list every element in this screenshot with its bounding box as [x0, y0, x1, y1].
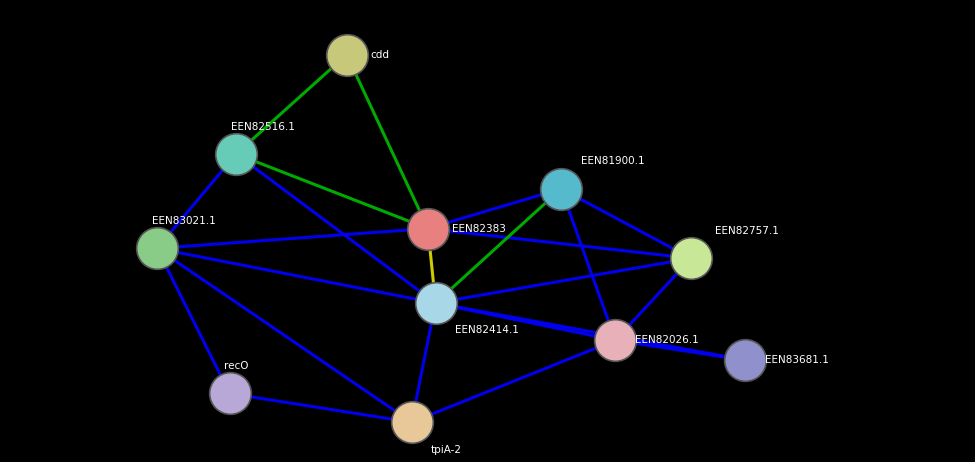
Point	[228, 150, 244, 158]
Point	[222, 390, 238, 397]
Point	[404, 419, 419, 426]
Point	[607, 337, 623, 344]
Text: EEN81900.1: EEN81900.1	[581, 157, 644, 166]
Point	[149, 245, 165, 252]
Point	[554, 185, 569, 193]
Text: EEN82414.1: EEN82414.1	[455, 325, 519, 335]
Text: EEN82026.1: EEN82026.1	[635, 335, 698, 345]
Point	[420, 225, 436, 232]
Text: EEN82757.1: EEN82757.1	[715, 226, 779, 236]
Text: EEN83021.1: EEN83021.1	[152, 216, 215, 226]
Point	[683, 255, 699, 262]
Text: EEN82516.1: EEN82516.1	[231, 122, 294, 132]
Text: cdd: cdd	[370, 49, 389, 60]
Point	[339, 51, 355, 58]
Text: EEN83681.1: EEN83681.1	[764, 355, 829, 365]
Point	[428, 299, 444, 307]
Text: EEN82383: EEN82383	[451, 224, 506, 233]
Text: tpiA-2: tpiA-2	[431, 444, 462, 455]
Text: recO: recO	[224, 361, 249, 371]
Point	[737, 357, 753, 364]
